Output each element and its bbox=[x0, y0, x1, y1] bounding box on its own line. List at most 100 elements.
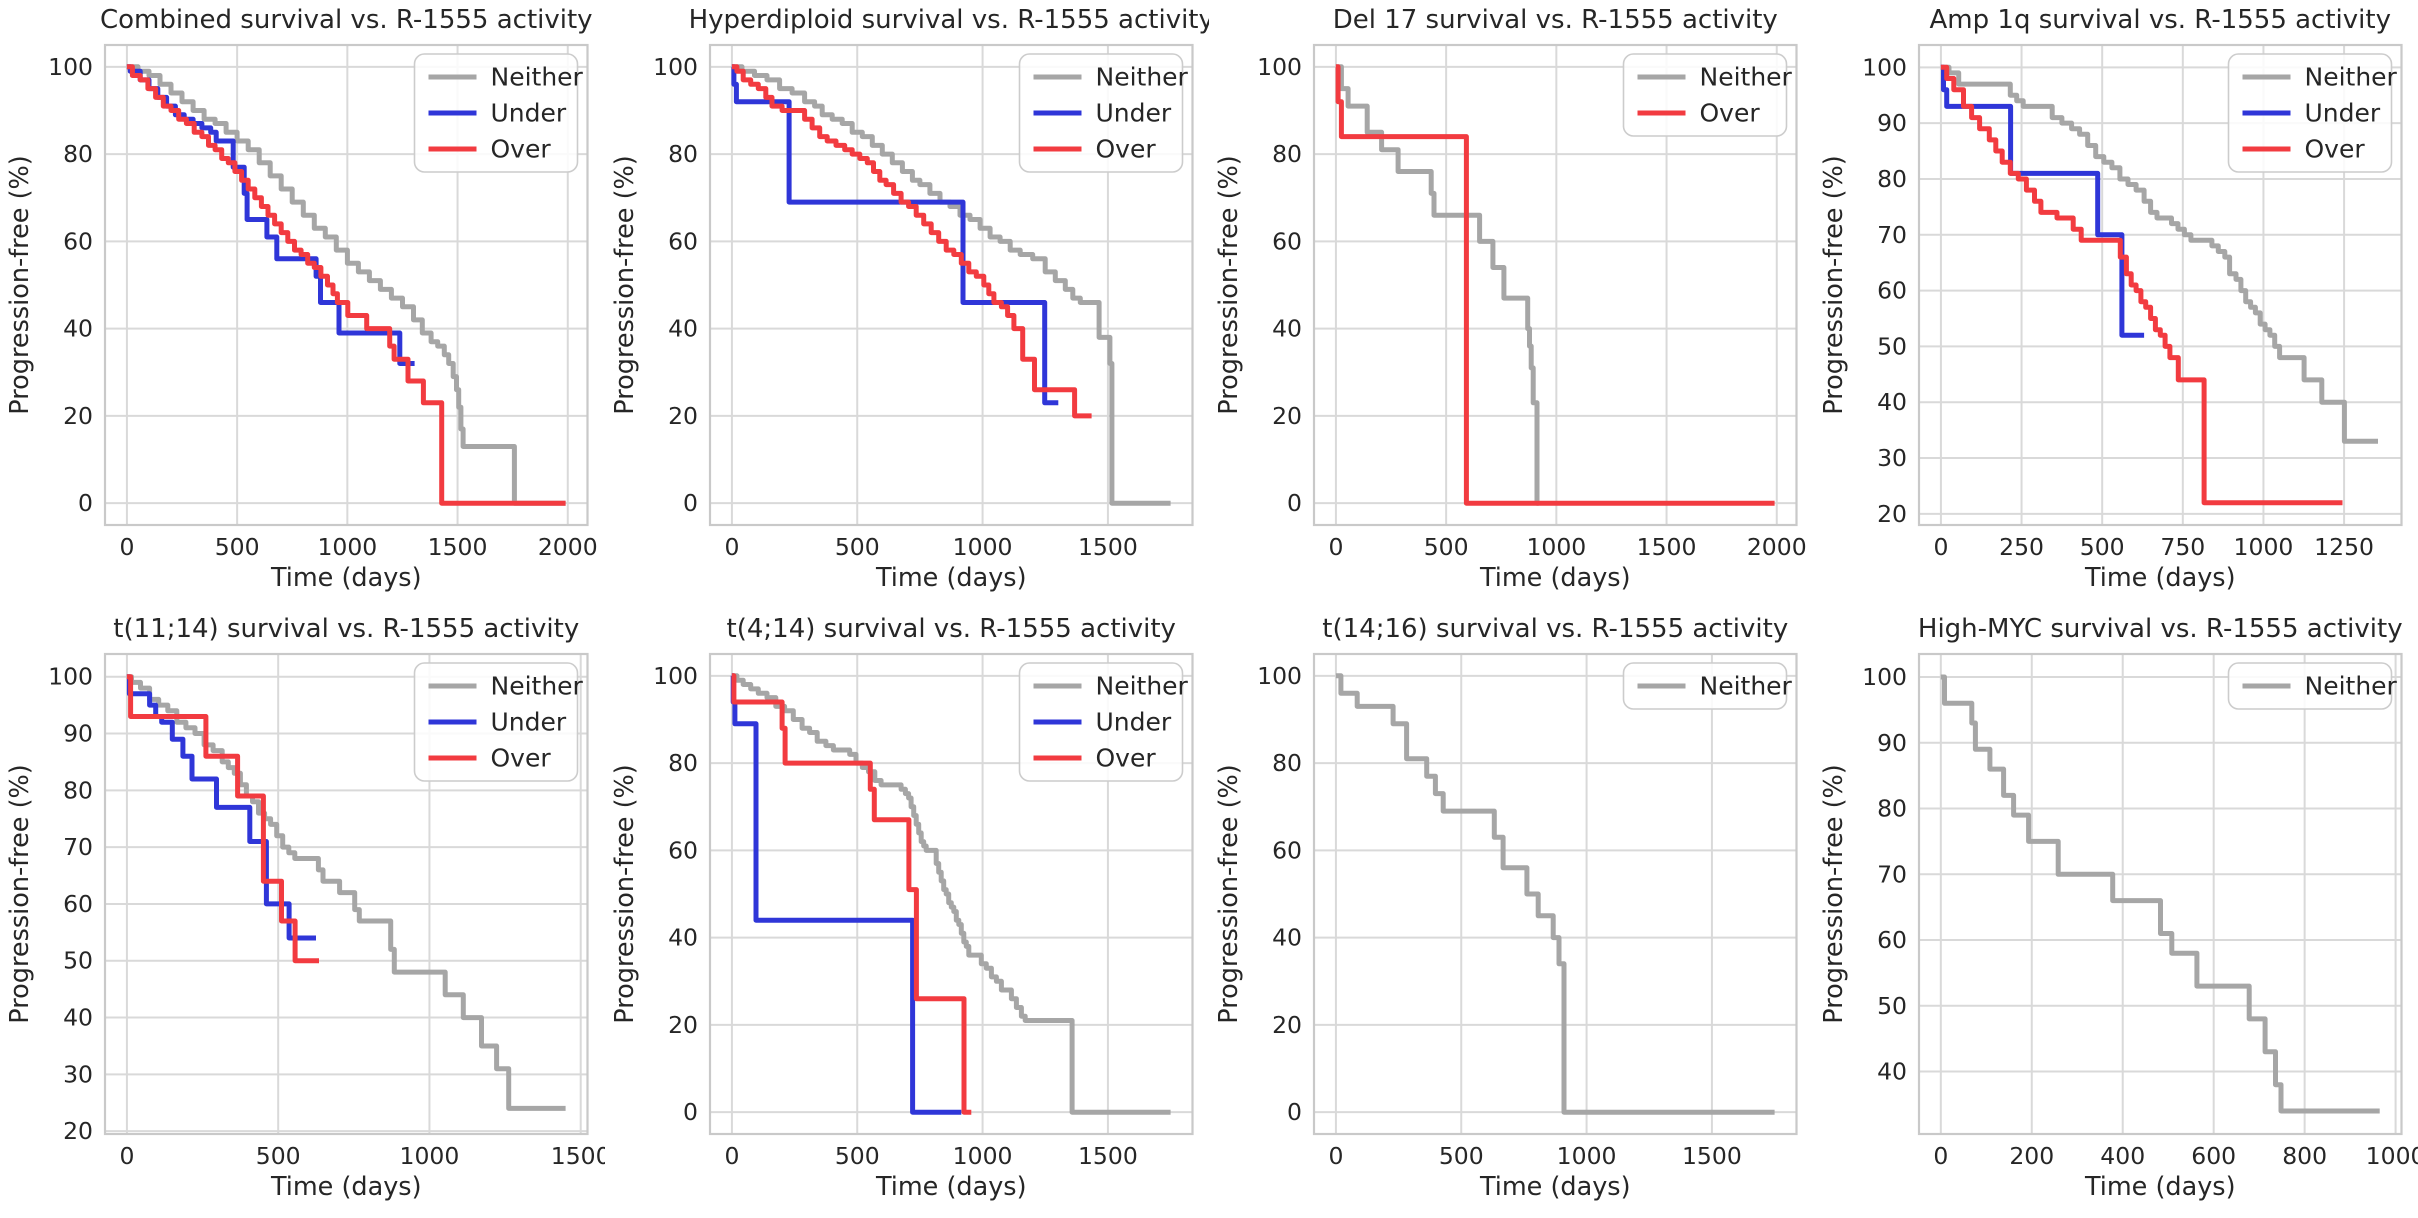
chart-title: t(4;14) survival vs. R-1555 activity bbox=[726, 614, 1175, 644]
x-tick-label: 500 bbox=[1424, 533, 1469, 561]
plot-area bbox=[1314, 654, 1797, 1134]
y-tick-label: 80 bbox=[1877, 795, 1907, 823]
x-tick-label: 0 bbox=[119, 533, 134, 561]
y-tick-label: 100 bbox=[1862, 53, 1907, 81]
x-tick-label: 500 bbox=[834, 533, 879, 561]
y-tick-label: 60 bbox=[63, 890, 93, 918]
y-tick-label: 80 bbox=[1272, 749, 1302, 777]
legend-label: Neither bbox=[1095, 63, 1188, 92]
legend: Neither Over bbox=[1622, 53, 1793, 137]
y-tick-label: 90 bbox=[1877, 729, 1907, 757]
legend-label: Under bbox=[1095, 708, 1171, 737]
x-tick-label: 1000 bbox=[2233, 533, 2293, 561]
y-tick-label: 0 bbox=[78, 489, 93, 517]
chart-t4-14: t(4;14) survival vs. R-1555 activity 0 500… bbox=[610, 614, 1194, 1202]
y-tick-label: 80 bbox=[63, 776, 93, 804]
y-tick-label: 80 bbox=[1877, 165, 1907, 193]
chart-title: Amp 1q survival vs. R-1555 activity bbox=[1929, 5, 2390, 35]
legend-box bbox=[1018, 662, 1183, 782]
y-tick-label: 40 bbox=[1272, 924, 1302, 952]
chart-cell-2: Hyperdiploid survival vs. R-1555 activit… bbox=[605, 0, 1210, 609]
survival-curve-neither bbox=[1335, 64, 1540, 506]
y-tick-label: 60 bbox=[1272, 227, 1302, 255]
legend-label: Neither bbox=[2304, 63, 2397, 92]
x-tick-label: 1000 bbox=[2365, 1142, 2418, 1170]
x-tick-label: 0 bbox=[724, 1142, 739, 1170]
y-tick-label: 40 bbox=[668, 315, 698, 343]
legend-label: Over bbox=[1095, 135, 1156, 164]
y-tick-label: 40 bbox=[1272, 315, 1302, 343]
survival-curve-over bbox=[731, 64, 1092, 419]
x-tick-label: 1000 bbox=[952, 533, 1012, 561]
axes-spines bbox=[103, 652, 589, 1136]
axes-spines bbox=[1312, 43, 1798, 527]
x-axis-label: Time (days) bbox=[874, 563, 1026, 593]
y-tick-label: 20 bbox=[63, 402, 93, 430]
x-tick-label: 1500 bbox=[1077, 533, 1137, 561]
legend-box bbox=[413, 53, 579, 173]
x-tick-label: 500 bbox=[1439, 1142, 1484, 1170]
y-tick-label: 100 bbox=[1862, 663, 1907, 691]
legend-label: Under bbox=[1095, 99, 1171, 128]
legend-box bbox=[1622, 662, 1788, 710]
x-axis-label: Time (days) bbox=[1479, 563, 1631, 593]
chart-t11-14: t(11;14) survival vs. R-1555 activity 0 50… bbox=[5, 614, 605, 1202]
y-tick-label: 0 bbox=[683, 1098, 698, 1126]
legend: Neither Under Over bbox=[413, 662, 584, 782]
y-tick-label: 60 bbox=[63, 227, 93, 255]
x-axis-label: Time (days) bbox=[1479, 1172, 1631, 1202]
y-tick-label: 60 bbox=[668, 836, 698, 864]
y-tick-label: 100 bbox=[653, 662, 698, 690]
x-tick-label: 600 bbox=[2191, 1142, 2236, 1170]
axes-spines bbox=[1312, 652, 1798, 1136]
x-tick-label: 0 bbox=[1328, 533, 1343, 561]
chart-high-myc: High-MYC survival vs. R-1555 activity 0 20… bbox=[1819, 614, 2418, 1202]
y-axis-label: Progression-free (%) bbox=[5, 155, 35, 414]
y-tick-label: 20 bbox=[1272, 1011, 1302, 1039]
y-axis-label: Progression-free (%) bbox=[5, 764, 35, 1023]
y-tick-label: 80 bbox=[1272, 140, 1302, 168]
y-tick-label: 0 bbox=[1287, 1098, 1302, 1126]
chart-title: t(11;14) survival vs. R-1555 activity bbox=[113, 614, 579, 644]
legend-label: Over bbox=[2304, 135, 2365, 164]
survival-curve-under bbox=[730, 64, 1058, 406]
x-tick-label: 200 bbox=[2009, 1142, 2054, 1170]
y-tick-label: 20 bbox=[668, 402, 698, 430]
x-tick-label: 1500 bbox=[1682, 1142, 1742, 1170]
chart-cell-1: Combined survival vs. R-1555 activity 0 50… bbox=[0, 0, 605, 609]
x-tick-label: 500 bbox=[834, 1142, 879, 1170]
x-axis-label: Time (days) bbox=[2083, 1172, 2235, 1202]
y-tick-label: 100 bbox=[48, 53, 93, 81]
x-tick-label: 2000 bbox=[538, 533, 598, 561]
legend-label: Under bbox=[491, 708, 567, 737]
y-tick-label: 0 bbox=[683, 489, 698, 517]
survival-curve-over bbox=[1335, 64, 1775, 506]
x-tick-label: 1000 bbox=[400, 1142, 460, 1170]
y-tick-label: 50 bbox=[1877, 992, 1907, 1020]
plot-area bbox=[1918, 654, 2401, 1134]
legend-label: Neither bbox=[1700, 63, 1793, 92]
legend-label: Neither bbox=[491, 672, 584, 701]
x-tick-label: 1000 bbox=[952, 1142, 1012, 1170]
survival-curve-over bbox=[730, 673, 971, 1115]
y-tick-label: 20 bbox=[1272, 402, 1302, 430]
x-tick-label: 500 bbox=[2079, 533, 2124, 561]
axes-spines bbox=[1917, 43, 2403, 527]
x-tick-label: 0 bbox=[724, 533, 739, 561]
legend: Neither Under Over bbox=[2227, 53, 2397, 173]
x-tick-label: 1000 bbox=[1526, 533, 1586, 561]
survival-curve-neither bbox=[126, 64, 566, 506]
x-tick-label: 0 bbox=[119, 1142, 134, 1170]
chart-t14-16: t(14;16) survival vs. R-1555 activity 0 50… bbox=[1214, 614, 1798, 1202]
survival-curve-over bbox=[1940, 64, 2342, 506]
x-tick-label: 1250 bbox=[2314, 533, 2374, 561]
survival-curve-over bbox=[126, 674, 319, 964]
y-tick-label: 40 bbox=[1877, 388, 1907, 416]
chart-cell-4: Amp 1q survival vs. R-1555 activity 0 250 5… bbox=[1814, 0, 2418, 609]
y-tick-label: 60 bbox=[668, 227, 698, 255]
y-tick-label: 80 bbox=[668, 140, 698, 168]
legend: Neither Under Over bbox=[413, 53, 584, 173]
x-axis-label: Time (days) bbox=[874, 1172, 1026, 1202]
chart-title: t(14;16) survival vs. R-1555 activity bbox=[1322, 614, 1788, 644]
